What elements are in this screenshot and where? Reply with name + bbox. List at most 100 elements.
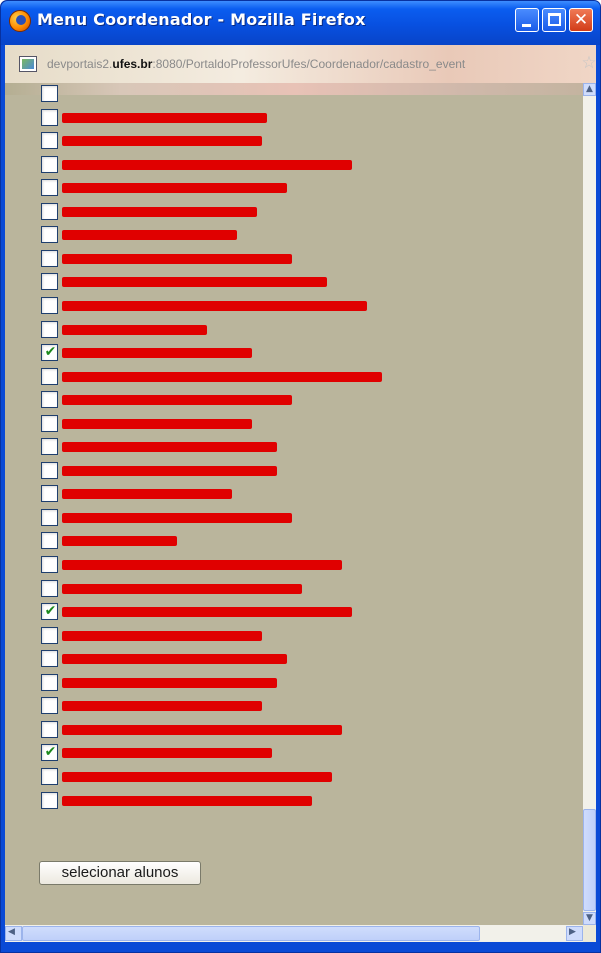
- student-checkbox[interactable]: [41, 132, 58, 150]
- chevron-left-icon: ◀: [8, 927, 15, 937]
- student-row[interactable]: [41, 650, 541, 668]
- student-checkbox[interactable]: [41, 461, 58, 479]
- student-checkbox[interactable]: [41, 626, 58, 644]
- redacted-student-name: [62, 724, 342, 735]
- redacted-student-name: [62, 536, 177, 547]
- scroll-left-button[interactable]: ◀: [5, 926, 22, 941]
- vertical-scroll-thumb[interactable]: [583, 809, 596, 911]
- student-row[interactable]: [41, 508, 541, 527]
- redacted-student-name: [62, 183, 287, 194]
- page-icon: [19, 56, 37, 72]
- student-checkbox-checked[interactable]: [41, 343, 58, 362]
- student-row[interactable]: [41, 602, 541, 621]
- student-checkbox-checked[interactable]: [41, 602, 58, 621]
- url-field[interactable]: devportais2.ufes.br:8080/PortaldoProfess…: [47, 55, 577, 74]
- student-row[interactable]: [41, 697, 541, 715]
- student-checkbox[interactable]: [41, 320, 58, 338]
- student-row[interactable]: [41, 767, 541, 786]
- student-checkbox[interactable]: [41, 273, 58, 291]
- scroll-down-button[interactable]: ▼: [583, 912, 596, 925]
- student-checkbox[interactable]: [41, 673, 58, 691]
- student-checkbox[interactable]: [41, 367, 58, 385]
- redacted-student-name: [62, 771, 332, 782]
- student-checkbox[interactable]: [41, 556, 58, 573]
- redacted-student-name: [62, 630, 262, 641]
- student-checkbox[interactable]: [41, 391, 58, 409]
- close-button[interactable]: ✕: [569, 8, 593, 32]
- student-row[interactable]: [41, 85, 541, 103]
- student-checkbox[interactable]: [41, 579, 58, 597]
- student-checkbox[interactable]: [41, 414, 58, 432]
- student-checkbox[interactable]: [41, 155, 58, 173]
- student-row[interactable]: [41, 556, 541, 574]
- student-checkbox[interactable]: [41, 249, 58, 267]
- redacted-student-name: [62, 654, 287, 665]
- student-row[interactable]: [41, 743, 541, 762]
- student-row[interactable]: [41, 673, 541, 692]
- window-title: Menu Coordenador - Mozilla Firefox: [37, 10, 366, 29]
- horizontal-scrollbar[interactable]: ◀ ▶: [5, 925, 583, 942]
- student-row[interactable]: [41, 155, 541, 174]
- student-checkbox[interactable]: [41, 508, 58, 526]
- student-row[interactable]: [41, 720, 541, 739]
- student-row[interactable]: [41, 226, 541, 244]
- student-checkbox[interactable]: [41, 791, 58, 809]
- redacted-student-name: [62, 465, 277, 476]
- star-icon[interactable]: ☆: [581, 53, 597, 73]
- student-checkbox[interactable]: [41, 485, 58, 503]
- student-row[interactable]: [41, 532, 541, 550]
- student-row[interactable]: [41, 320, 541, 339]
- window-bottom-border: [1, 942, 600, 952]
- maximize-button[interactable]: [542, 8, 566, 32]
- vertical-scrollbar[interactable]: ▲ ▼: [583, 83, 596, 925]
- redacted-student-name: [62, 159, 352, 170]
- student-row[interactable]: [41, 132, 541, 150]
- redacted-student-name: [62, 136, 262, 147]
- select-students-button[interactable]: selecionar alunos: [39, 861, 201, 885]
- student-row[interactable]: [41, 249, 541, 268]
- student-checkbox[interactable]: [41, 296, 58, 314]
- student-row[interactable]: [41, 202, 541, 221]
- student-row[interactable]: [41, 414, 541, 433]
- student-row[interactable]: [41, 461, 541, 480]
- address-bar: devportais2.ufes.br:8080/PortaldoProfess…: [5, 45, 597, 83]
- redacted-student-name: [62, 418, 252, 429]
- redacted-student-name: [62, 112, 267, 123]
- scroll-right-button[interactable]: ▶: [566, 926, 583, 941]
- student-row[interactable]: [41, 367, 541, 386]
- student-checkbox[interactable]: [41, 202, 58, 220]
- student-row[interactable]: [41, 391, 541, 409]
- student-checkbox[interactable]: [41, 720, 58, 738]
- redacted-student-name: [62, 206, 257, 217]
- student-checkbox[interactable]: [41, 532, 58, 550]
- student-checkbox[interactable]: [41, 767, 58, 785]
- redacted-student-name: [62, 230, 237, 241]
- scroll-up-button[interactable]: ▲: [583, 83, 596, 96]
- horizontal-scroll-thumb[interactable]: [22, 926, 480, 941]
- student-checkbox[interactable]: [41, 650, 58, 668]
- student-row[interactable]: [41, 579, 541, 598]
- student-row[interactable]: [41, 791, 541, 810]
- redacted-student-name: [62, 395, 292, 406]
- student-row[interactable]: [41, 179, 541, 197]
- redacted-student-name: [62, 442, 277, 453]
- student-row[interactable]: [41, 485, 541, 503]
- student-checkbox[interactable]: [41, 108, 58, 126]
- student-row[interactable]: [41, 626, 541, 645]
- minimize-button[interactable]: [515, 8, 539, 32]
- student-checkbox[interactable]: [41, 85, 58, 102]
- student-row[interactable]: [41, 296, 541, 315]
- student-checkbox[interactable]: [41, 226, 58, 244]
- student-checkbox[interactable]: [41, 697, 58, 715]
- student-row[interactable]: [41, 438, 541, 456]
- redacted-student-name: [62, 512, 292, 523]
- redacted-student-name: [62, 748, 272, 759]
- student-row[interactable]: [41, 273, 541, 291]
- redacted-student-name: [62, 348, 252, 359]
- student-row[interactable]: [41, 343, 541, 362]
- student-checkbox-checked[interactable]: [41, 743, 58, 762]
- title-bar[interactable]: Menu Coordenador - Mozilla Firefox ✕: [1, 1, 600, 45]
- student-checkbox[interactable]: [41, 179, 58, 197]
- student-row[interactable]: [41, 108, 541, 127]
- student-checkbox[interactable]: [41, 438, 58, 456]
